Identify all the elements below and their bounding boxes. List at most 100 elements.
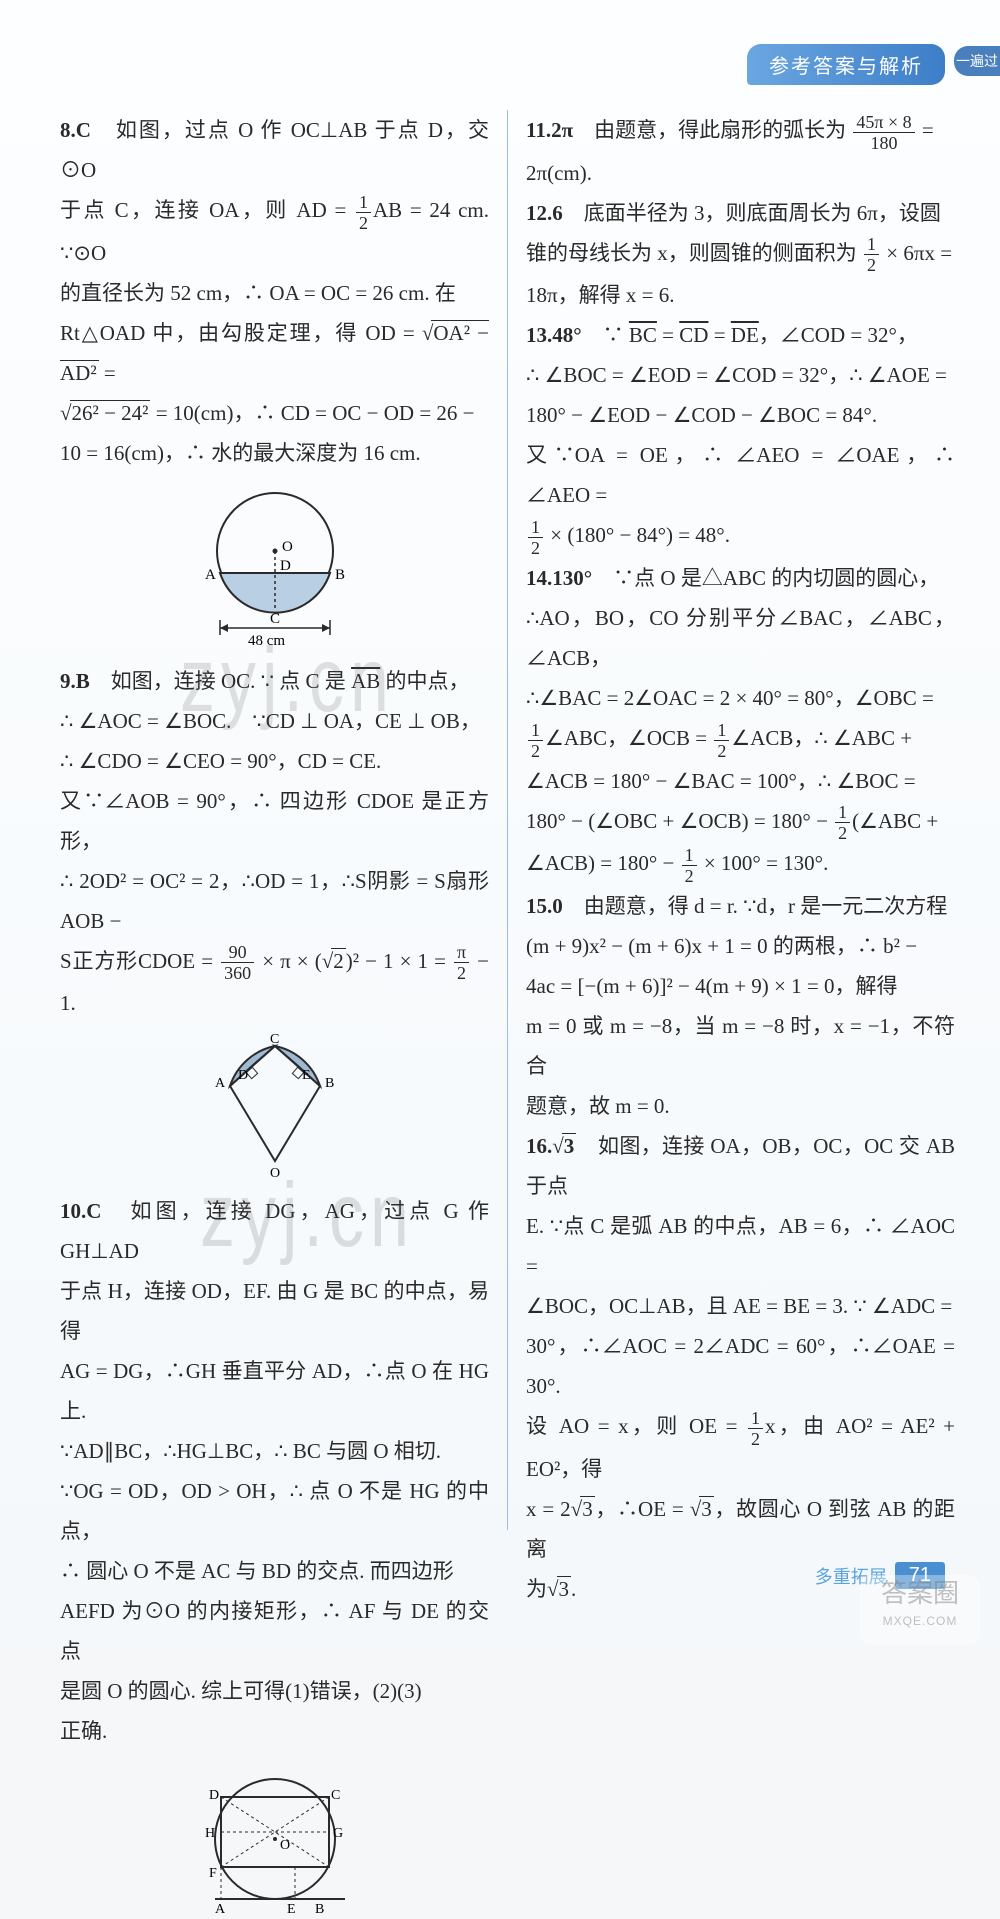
q9-l4: 又∵∠AOB = 90°，∴ 四边形 CDOE 是正方形， xyxy=(60,781,489,861)
q15: 15.0 由题意，得 d = r. ∵d，r 是一元二次方程 xyxy=(526,886,955,926)
q13-arc3: DE xyxy=(731,323,759,347)
q9-l6: S正方形CDOE = 90360 × π × (2)² − 1 × 1 = π2… xyxy=(60,941,489,1024)
fig9-E: E xyxy=(302,1068,311,1083)
fig9-C: C xyxy=(270,1032,279,1047)
q16-t6b: ，∴OE = xyxy=(595,1497,690,1521)
fig8-A: A xyxy=(205,567,216,583)
q15-ans: 0 xyxy=(552,894,563,918)
q8-t4: Rt△OAD 中，由勾股定理，得 OD = xyxy=(60,321,422,345)
q13-t1a: ∵ xyxy=(582,323,629,347)
page: 参考答案与解析 一遍过 zyj.cn zyj.cn 8.C 如图，过点 O 作 … xyxy=(0,0,1000,1651)
q8-t5: = 10(cm)，∴ CD = OC − OD = 26 − xyxy=(150,401,474,425)
q12-ans: 6 xyxy=(552,201,563,225)
fig10-D: D xyxy=(209,1788,219,1803)
q16-t7a: 为 xyxy=(526,1577,547,1601)
q11-l2: 2π(cm). xyxy=(526,153,955,193)
q8-t1: 如图，过点 O 作 OC⊥AB 于点 D，交⊙O xyxy=(60,118,489,182)
q9-t6c: × π × ( xyxy=(256,949,322,973)
q9-t1: 如图，连接 OC. ∵ 点 C 是 xyxy=(90,669,351,693)
q10-num: 10. xyxy=(60,1199,86,1223)
q10-l5: ∵OG = OD，OD > OH，∴ 点 O 不是 HG 的中点， xyxy=(60,1471,489,1551)
q9: 9.B 如图，连接 OC. ∵ 点 C 是 AB 的中点， xyxy=(60,661,489,701)
q10-l6: ∴ 圆心 O 不是 AC 与 BD 的交点. 而四边形 xyxy=(60,1551,489,1591)
q13-arc2: CD xyxy=(679,323,708,347)
footer-badge: 答案圈 MXQE.COM xyxy=(860,1575,980,1645)
q15-l2: (m + 9)x² − (m + 6)x + 1 = 0 的两根，∴ b² − xyxy=(526,926,955,966)
q14-l3: ∴∠BAC = 2∠OAC = 2 × 40° = 80°，∠OBC = xyxy=(526,678,955,718)
q8-line3: 的直径长为 52 cm，∴ OA = OC = 26 cm. 在 xyxy=(60,273,489,313)
badge-line2: MXQE.COM xyxy=(860,1607,980,1635)
q16-t7b: . xyxy=(571,1577,576,1601)
q16-num: 16. xyxy=(526,1134,552,1158)
q14: 14.130° ∵点 O 是△ABC 的内切圆的圆心， xyxy=(526,558,955,598)
q13-t5b: × (180° − 84°) = 48°. xyxy=(545,523,730,547)
header-tab: 参考答案与解析 xyxy=(747,44,945,85)
q12-l3: 18π，解得 x = 6. xyxy=(526,275,955,315)
q15-t1: 由题意，得 d = r. ∵d，r 是一元二次方程 xyxy=(563,894,948,918)
q8-line4: Rt△OAD 中，由勾股定理，得 OD = OA² − AD² = xyxy=(60,313,489,393)
q9-num: 9. xyxy=(60,669,76,693)
q9-l3: ∴ ∠CDO = ∠CEO = 90°，CD = CE. xyxy=(60,741,489,781)
q10-ans: C xyxy=(86,1199,101,1223)
q13-eq2: = xyxy=(708,323,730,347)
q13-l3: 180° − ∠EOD − ∠COD − ∠BOC = 84°. xyxy=(526,395,955,435)
q13-eq1: = xyxy=(657,323,679,347)
header-side-label: 一遍过 xyxy=(954,46,1000,76)
fig9-A: A xyxy=(215,1076,226,1091)
q14-l4: 12∠ABC，∠OCB = 12∠ACB，∴ ∠ABC + xyxy=(526,718,955,761)
q14-ans: 130° xyxy=(552,566,592,590)
q16-t5a: 设 AO = x，则 OE = xyxy=(526,1414,746,1438)
fig9-O: O xyxy=(270,1166,280,1181)
fig10-B: B xyxy=(315,1902,324,1917)
q13-t1b: ，∠COD = 32°， xyxy=(759,323,918,347)
q8-num: 8. xyxy=(60,118,76,142)
q16-l5: 设 AO = x，则 OE = 12x，由 AO² = AE² + EO²，得 xyxy=(526,1406,955,1489)
q16: 16.3 如图，连接 OA，OB，OC，OC 交 AB 于点 xyxy=(526,1126,955,1206)
fig8-label: 48 cm xyxy=(248,633,285,649)
q11-num: 11. xyxy=(526,118,551,142)
q14-l7: ∠ACB) = 180° − 12 × 100° = 130°. xyxy=(526,843,955,886)
q15-l5: 题意，故 m = 0. xyxy=(526,1086,955,1126)
q14-t6a: 180° − (∠OBC + ∠OCB) = 180° − xyxy=(526,809,833,833)
q8-ans: C xyxy=(76,118,91,142)
q16-t6a: x = 2 xyxy=(526,1497,571,1521)
q9-figure: C A B D E O xyxy=(180,1031,370,1181)
fig10-C: C xyxy=(331,1788,340,1803)
q9-l2: ∴ ∠AOC = ∠BOC. ∵CD ⊥ OA，CE ⊥ OB， xyxy=(60,701,489,741)
q12: 12.6 底面半径为 3，则底面周长为 6π，设圆 xyxy=(526,193,955,233)
q11-ans: 2π xyxy=(551,118,573,142)
q10-l4: ∵AD∥BC，∴HG⊥BC，∴ BC 与圆 O 相切. xyxy=(60,1431,489,1471)
q10-l8: 是圆 O 的圆心. 综上可得(1)错误，(2)(3) xyxy=(60,1671,489,1711)
q16-l6: x = 23，∴OE = 3，故圆心 O 到弦 AB 的距离 xyxy=(526,1489,955,1569)
fig10-E: E xyxy=(287,1902,296,1917)
q16-t1: 如图，连接 OA，OB，OC，OC 交 AB 于点 xyxy=(526,1134,955,1198)
q13-l5: 12 × (180° − 84°) = 48°. xyxy=(526,515,955,558)
q13: 13.48° ∵ BC = CD = DE，∠COD = 32°， xyxy=(526,315,955,355)
fig9-D: D xyxy=(238,1068,248,1083)
fig10-H: H xyxy=(205,1826,215,1841)
q12-t2b: × 6πx = xyxy=(881,241,952,265)
q10: 10.C 如图，连接 DG，AG，过点 G 作 GH⊥AD xyxy=(60,1191,489,1271)
q13-arc1: BC xyxy=(629,323,657,347)
q13-ans: 48° xyxy=(552,323,581,347)
q10-l7: AEFD 为⊙O 的内接矩形，∴ AF 与 DE 的交点 xyxy=(60,1591,489,1671)
q9-t6d: )² − 1 × 1 = xyxy=(346,949,452,973)
q16-sqa: 3 xyxy=(580,1496,595,1521)
left-column: 8.C 如图，过点 O 作 OC⊥AB 于点 D，交⊙O 于点 C，连接 OA，… xyxy=(60,110,507,1530)
q14-l2: ∴AO，BO，CO 分别平分∠BAC，∠ABC，∠ACB， xyxy=(526,598,955,678)
fig10-O: O xyxy=(280,1838,290,1853)
q13-l4: 又∵OA = OE，∴ ∠AEO = ∠OAE，∴ ∠AEO = xyxy=(526,435,955,515)
q12-t2a: 锥的母线长为 x，则圆锥的侧面积为 xyxy=(526,241,862,265)
q9-l5: ∴ 2OD² = OC² = 2，∴OD = 1，∴S阴影 = S扇形AOB − xyxy=(60,861,489,941)
q14-t4c: ∠ACB，∴ ∠ABC + xyxy=(731,726,912,750)
q14-l5: ∠ACB = 180° − ∠BAC = 100°，∴ ∠BOC = xyxy=(526,761,955,801)
fig9-B: B xyxy=(325,1076,334,1091)
q16-l4: 30°，∴∠AOC = 2∠ADC = 60°，∴∠OAE = 30°. xyxy=(526,1326,955,1406)
q15-num: 15. xyxy=(526,894,552,918)
q16-l3: ∠BOC，OC⊥AB，且 AE = BE = 3. ∵ ∠ADC = xyxy=(526,1286,955,1326)
q14-num: 14. xyxy=(526,566,552,590)
q12-t1: 底面半径为 3，则底面周长为 6π，设圆 xyxy=(563,201,941,225)
q16-l2: E. ∵点 C 是弧 AB 的中点，AB = 6，∴ ∠AOC = xyxy=(526,1206,955,1286)
q10-l9: 正确. xyxy=(60,1711,489,1751)
q12-l2: 锥的母线长为 x，则圆锥的侧面积为 12 × 6πx = xyxy=(526,233,955,276)
